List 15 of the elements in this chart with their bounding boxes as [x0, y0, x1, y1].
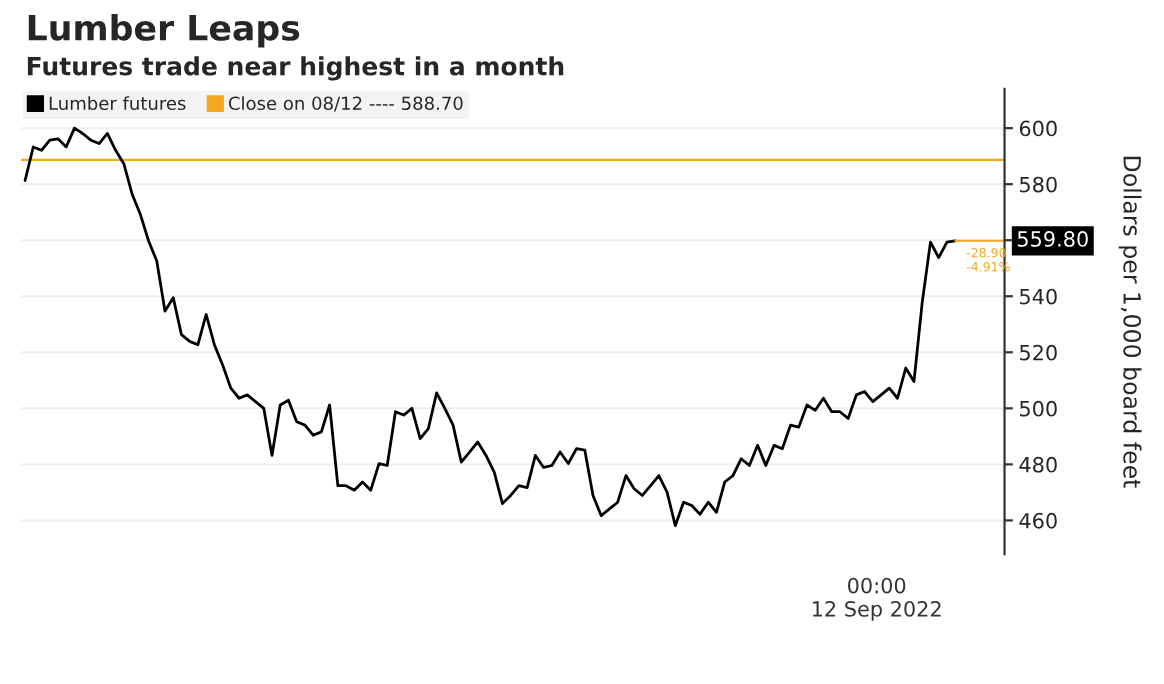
- y-tick-label: 520: [1020, 344, 1057, 361]
- text: 559.80: [1017, 231, 1088, 247]
- y-tick-label: 600: [1019, 120, 1057, 137]
- legend-label: Lumber futures: [49, 96, 186, 111]
- y-tick-label: 460: [1019, 512, 1057, 529]
- chart-subtitle: Futures trade near highest in a month: [27, 56, 564, 81]
- line-series: [23, 126, 957, 528]
- y-tick-label: 580: [1020, 176, 1057, 193]
- legend-label: Close on 08/12 ---- 588.70: [228, 96, 463, 112]
- y-tick-label: 500: [1020, 400, 1057, 417]
- y-tick-label: 540: [1020, 288, 1057, 305]
- y-tick-label: 480: [1019, 456, 1057, 473]
- text: 00:00 12 Sep 2022: [812, 577, 941, 621]
- y-axis-title: Dollars per 1,000 board feet: [1118, 156, 1142, 488]
- chart-title: Lumber Leaps: [28, 13, 300, 48]
